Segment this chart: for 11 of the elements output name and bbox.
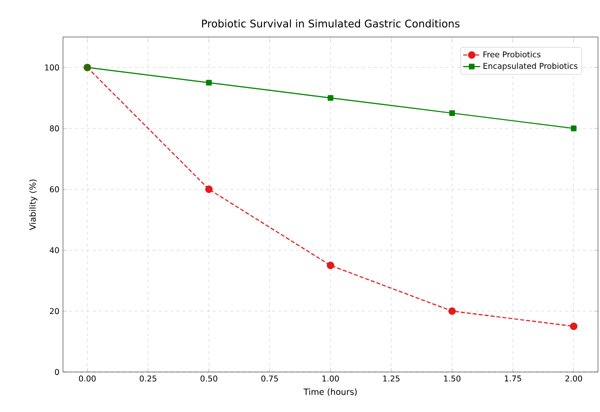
point	[205, 186, 213, 194]
point	[328, 95, 334, 101]
point	[206, 80, 212, 86]
point	[570, 322, 578, 330]
x-axis-title: Time (hours)	[304, 388, 357, 396]
point	[570, 126, 577, 132]
chart-title: Probiotic Survival in Simulated Gastric Conditions	[202, 19, 460, 28]
point	[449, 110, 455, 116]
point	[326, 262, 334, 270]
point	[448, 307, 456, 315]
y-axis-title: Viability (%)	[29, 180, 38, 230]
